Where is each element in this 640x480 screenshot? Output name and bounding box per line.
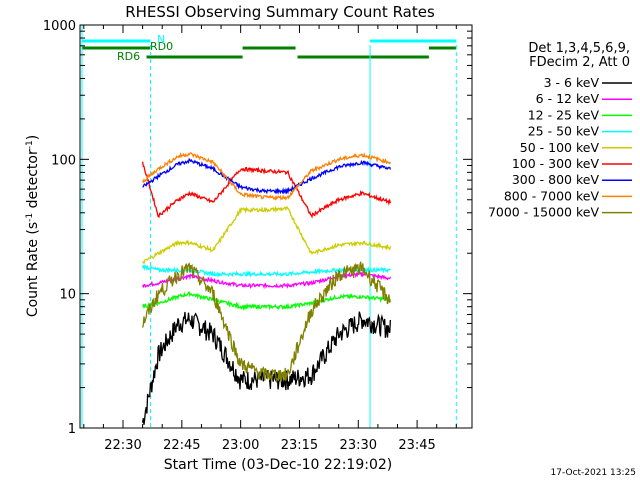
flag-bars — [81, 25, 457, 428]
series-line-7000-15000kev — [141, 261, 392, 383]
legend-label: 6 - 12 keV — [536, 91, 600, 106]
series-lines — [141, 151, 392, 425]
series-line-12-25kev — [142, 291, 391, 311]
series-line-50-100kev — [142, 205, 392, 265]
legend-label: 3 - 6 keV — [544, 75, 600, 90]
y-tick-label: 1000 — [43, 19, 76, 34]
x-tick-label: 23:45 — [398, 438, 435, 453]
flag-label-rd6: RD6 — [117, 50, 140, 63]
axes: 22:30 22:45 23:00 23:15 23:30 23:45 1 10 100 1000 — [43, 19, 472, 453]
legend-label: 7000 - 15000 keV — [488, 205, 599, 220]
series-line-300-800kev — [142, 157, 392, 195]
legend-label: 50 - 100 keV — [520, 140, 600, 155]
x-tick-label: 22:45 — [163, 438, 200, 453]
plot-frame — [79, 24, 473, 429]
legend-label: 25 - 50 keV — [528, 124, 600, 139]
flag-label-n: N — [157, 33, 165, 46]
legend-label: 800 - 7000 keV — [504, 188, 600, 203]
legend-label: 100 - 300 keV — [512, 156, 600, 171]
x-tick-label: 23:30 — [340, 438, 377, 453]
series-line-100-300kev — [141, 161, 392, 219]
flag-label-rd0: RD0 — [150, 40, 173, 53]
x-tick-label: 22:30 — [104, 438, 141, 453]
series-line-800-7000kev — [142, 151, 391, 201]
detector-info-line-1: Det 1,3,4,5,6,9, — [528, 41, 630, 56]
legend-label: 12 - 25 keV — [528, 107, 600, 122]
series-line-3-6kev — [141, 311, 392, 425]
detector-info-line-2: FDecim 2, Att 0 — [529, 55, 630, 70]
x-tick-label: 23:15 — [281, 438, 318, 453]
legend-label: 300 - 800 keV — [512, 172, 600, 187]
y-axis-label: Count Rate (s-1 detector-1) — [25, 135, 41, 317]
x-tick-label: 23:00 — [222, 438, 259, 453]
y-tick-label: 100 — [51, 153, 76, 168]
series-line-6-12kev — [142, 271, 392, 290]
y-tick-label: 1 — [68, 422, 76, 437]
y-tick-label: 10 — [59, 288, 76, 303]
chart-title: RHESSI Observing Summary Count Rates — [125, 3, 435, 21]
footer-timestamp: 17-Oct-2021 13:25 — [551, 468, 636, 478]
x-axis-label: Start Time (03-Dec-10 22:19:02) — [164, 457, 392, 473]
